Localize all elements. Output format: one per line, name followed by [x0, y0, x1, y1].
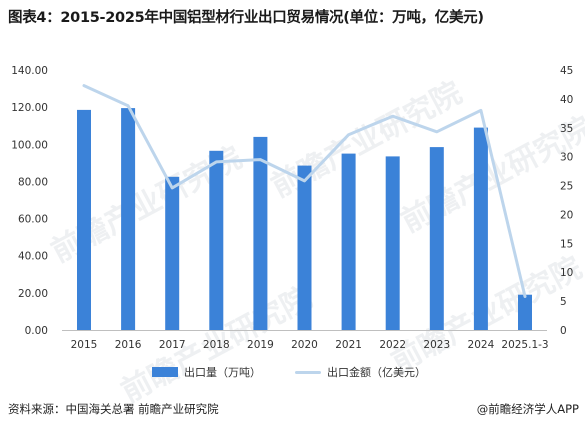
- legend-label-value: 出口金额（亿美元）: [327, 366, 426, 379]
- x-tick-labels: 2015 2016 2017 2018 2019 2020 2021 2022 2023 2024…: [71, 339, 549, 351]
- x-tick-2020: 2020: [291, 339, 318, 351]
- legend-label-volume: 出口量（万吨）: [184, 366, 261, 379]
- y-right-tick-labels: 0 5 10 15 20 25 30 35 40 45: [560, 65, 573, 337]
- line-export-value: [82, 84, 527, 298]
- brand-credit: @前瞻经济学人APP: [476, 402, 579, 416]
- y-left-tick-120.00: 120.00: [11, 102, 48, 114]
- bar-series: [77, 108, 532, 331]
- bar-2025.1-3: [518, 294, 532, 330]
- source-note: 资料来源：中国海关总署 前瞻产业研究院: [8, 402, 219, 416]
- y-left-tick-100.00: 100.00: [11, 139, 48, 151]
- y-right-tick-10: 10: [560, 267, 573, 279]
- y-right-tick-35: 35: [560, 123, 573, 135]
- legend-swatch-bar: [152, 367, 178, 377]
- y-right-tick-40: 40: [560, 94, 573, 106]
- y-right-tick-45: 45: [560, 65, 573, 77]
- bar-2019: [253, 136, 268, 330]
- legend-swatch-line: [295, 370, 321, 374]
- x-tick-2017: 2017: [159, 339, 186, 351]
- y-left-tick-0.00: 0.00: [25, 325, 48, 337]
- bar-2020: [297, 165, 312, 330]
- chart-title: 图表4：2015-2025年中国铝型材行业出口贸易情况(单位：万吨，亿美元): [8, 10, 484, 26]
- bar-2016: [121, 108, 136, 330]
- x-tick-2021: 2021: [335, 339, 362, 351]
- y-left-tick-140.00: 140.00: [11, 65, 48, 77]
- y-left-tick-40.00: 40.00: [18, 251, 48, 263]
- y-right-tick-15: 15: [560, 238, 573, 250]
- legend-item-value: 出口金额（亿美元）: [295, 364, 426, 380]
- y-right-tick-30: 30: [560, 152, 573, 164]
- x-tick-2019: 2019: [247, 339, 274, 351]
- x-tick-2024: 2024: [468, 339, 495, 351]
- y-left-tick-80.00: 80.00: [18, 176, 48, 188]
- y-right-tick-20: 20: [560, 209, 573, 221]
- bar-2023: [429, 147, 444, 330]
- y-right-tick-0: 0: [560, 325, 567, 337]
- legend-item-volume: 出口量（万吨）: [152, 364, 261, 380]
- x-tick-2025.1-3: 2025.1-3: [501, 339, 548, 351]
- y-right-tick-25: 25: [560, 181, 573, 193]
- bar-2021: [341, 153, 356, 330]
- chart-legend: 出口量（万吨） 出口金额（亿美元）: [0, 364, 585, 380]
- x-tick-2015: 2015: [71, 339, 98, 351]
- x-tick-2023: 2023: [423, 339, 450, 351]
- y-left-tick-20.00: 20.00: [18, 288, 48, 300]
- x-tick-2016: 2016: [115, 339, 142, 351]
- x-tick-2022: 2022: [379, 339, 406, 351]
- bar-2024: [473, 127, 488, 330]
- y-left-tick-60.00: 60.00: [18, 214, 48, 226]
- x-tick-2018: 2018: [203, 339, 230, 351]
- line-series: [82, 84, 527, 298]
- bar-2018: [209, 150, 224, 330]
- bar-2015: [77, 109, 91, 331]
- bar-2022: [385, 156, 400, 330]
- y-left-tick-labels: 0.00 20.00 40.00 60.00 80.00 100.00 120.00 140.…: [11, 65, 48, 337]
- bar-2017: [165, 176, 180, 330]
- y-right-tick-5: 5: [560, 296, 567, 308]
